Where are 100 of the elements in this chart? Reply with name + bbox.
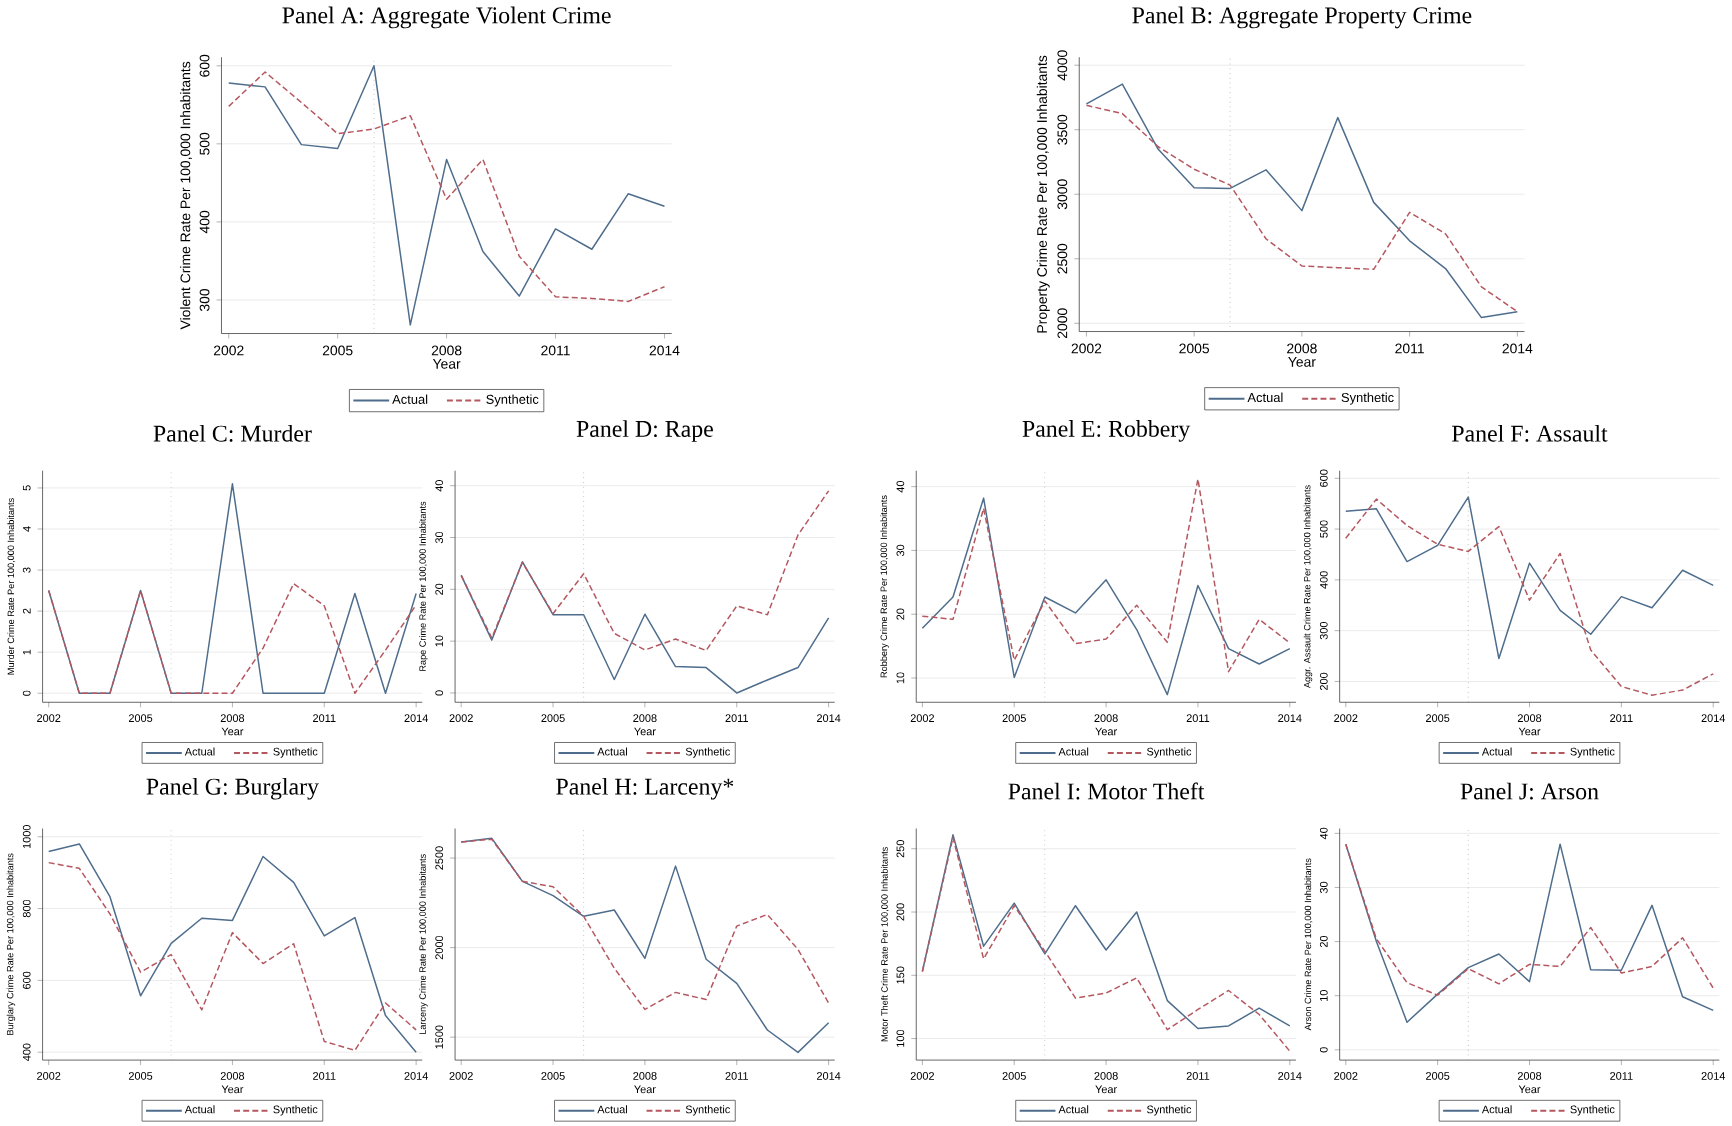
y-tick-label: 600 [22, 971, 31, 990]
y-tick-label: 3 [22, 567, 31, 573]
y-tick-label: 150 [896, 966, 905, 984]
legend-label: Synthetic [685, 747, 730, 758]
legend-label: Actual [392, 394, 428, 405]
x-axis-title: Year [221, 1085, 244, 1094]
x-tick-label: 2002 [213, 345, 244, 356]
y-axis-title: Motor Theft Crime Rate Per 100,000 Inhabitants [881, 847, 889, 1042]
y-tick-label: 40 [896, 481, 905, 493]
x-tick-label: 2014 [649, 345, 680, 356]
legend-label: Synthetic [273, 747, 318, 758]
x-axis-title: Year [1095, 727, 1117, 736]
y-tick-label: 30 [1319, 882, 1328, 894]
y-tick-label: 30 [435, 532, 444, 544]
y-tick-label: 10 [1319, 990, 1328, 1002]
y-tick-label: 0 [22, 690, 31, 696]
y-axis-title: Murder Crime Rate Per 100,000 Inhabitants [7, 498, 16, 675]
y-tick-label: 250 [896, 840, 905, 858]
x-tick-label: 2008 [1517, 714, 1542, 723]
chart-title: Panel J: Arson [1460, 782, 1599, 800]
y-axis-title: Violent Crime Rate Per 100,000 Inhabitants [180, 61, 192, 330]
x-tick-label: 2014 [1701, 714, 1726, 723]
y-tick-label: 20 [1319, 936, 1328, 948]
x-axis-title: Year [1288, 357, 1316, 367]
x-tick-label: 2002 [910, 714, 934, 723]
x-tick-label: 2014 [1502, 343, 1533, 354]
x-tick-label: 2011 [1186, 1072, 1210, 1080]
x-axis-title: Year [1518, 1085, 1541, 1094]
x-tick-label: 2005 [1002, 1072, 1026, 1080]
legend-label: Actual [1247, 392, 1283, 403]
y-tick-label: 1 [23, 649, 31, 655]
x-tick-label: 2005 [1426, 1072, 1450, 1080]
legend-label: Synthetic [1147, 1105, 1192, 1116]
x-tick-label: 2005 [128, 714, 153, 723]
x-tick-label: 2002 [449, 1072, 473, 1080]
y-tick-label: 500 [199, 132, 210, 156]
x-tick-label: 2011 [1186, 714, 1210, 723]
legend-label: Synthetic [1570, 747, 1615, 758]
x-tick-label: 2014 [1278, 1072, 1302, 1080]
y-tick-label: 4 [23, 526, 31, 532]
legend-label: Actual [1058, 1105, 1089, 1114]
x-tick-label: 2014 [817, 1072, 841, 1080]
x-axis-title: Year [634, 727, 656, 736]
chart-title: Panel D: Rape [576, 420, 713, 442]
x-tick-label: 2011 [313, 1072, 336, 1080]
x-tick-label: 2008 [431, 345, 462, 356]
legend-label: Synthetic [1570, 1105, 1615, 1116]
legend-label: Actual [184, 1105, 215, 1114]
x-tick-label: 2008 [1094, 714, 1118, 723]
y-tick-label: 0 [435, 690, 444, 696]
y-tick-label: 400 [199, 210, 210, 234]
y-axis-title: Rape Crime Rate Per 100,000 Inhabitants [419, 501, 428, 672]
x-tick-label: 2008 [633, 1072, 657, 1080]
chart-title: Panel A: Aggregate Violent Crime [282, 6, 611, 29]
y-tick-label: 1000 [22, 825, 31, 849]
legend-label: Actual [184, 747, 215, 756]
x-tick-label: 2005 [1002, 714, 1026, 723]
y-tick-label: 5 [22, 485, 31, 491]
x-tick-label: 2002 [37, 1072, 61, 1080]
y-tick-label: 3500 [1057, 114, 1068, 145]
x-tick-label: 2011 [725, 1072, 748, 1080]
x-axis-title: Year [221, 727, 244, 736]
y-tick-label: 300 [1319, 622, 1328, 640]
chart-title: Panel G: Burglary [146, 778, 319, 800]
y-tick-label: 200 [1319, 672, 1328, 691]
y-tick-label: 400 [1319, 571, 1328, 589]
y-axis-title: Robbery Crime Rate Per 100,000 Inhabitants [880, 495, 889, 678]
y-tick-label: 300 [199, 289, 210, 312]
legend-label: Synthetic [486, 394, 539, 407]
x-tick-label: 2008 [1287, 343, 1317, 354]
legend-label: Synthetic [1147, 747, 1192, 758]
y-axis-title: Arson Crime Rate Per 100,000 Inhabitants [1304, 858, 1313, 1031]
chart-title: Panel F: Assault [1452, 425, 1608, 442]
y-axis-title: Property Crime Rate Per 100,000 Inhabitants [1036, 55, 1050, 333]
x-tick-label: 2011 [313, 714, 336, 723]
x-tick-label: 2005 [322, 345, 353, 356]
y-tick-label: 800 [22, 900, 31, 918]
legend-label: Synthetic [685, 1105, 730, 1116]
y-axis-title: Burglary Crime Rate Per 100,000 Inhabitants [6, 853, 16, 1035]
chart-title: Panel E: Robbery [1022, 420, 1191, 442]
x-tick-label: 2002 [449, 714, 473, 723]
x-axis-title: Year [1518, 727, 1541, 736]
legend-label: Synthetic [1341, 392, 1394, 405]
y-tick-label: 100 [896, 1030, 905, 1048]
x-tick-label: 2002 [1334, 714, 1358, 723]
x-tick-label: 2014 [404, 714, 428, 723]
y-tick-label: 2500 [1057, 243, 1068, 274]
legend-label: Synthetic [273, 1105, 318, 1116]
y-tick-label: 0 [1319, 1047, 1328, 1053]
x-tick-label: 2002 [910, 1072, 934, 1080]
x-tick-label: 2005 [541, 714, 565, 723]
x-tick-label: 2008 [220, 714, 245, 723]
legend-label: Actual [1481, 1105, 1512, 1114]
x-tick-label: 2014 [1701, 1072, 1726, 1080]
x-tick-label: 2005 [1426, 714, 1450, 723]
y-tick-label: 600 [1319, 469, 1328, 488]
legend-label: Actual [597, 1105, 627, 1114]
x-tick-label: 2011 [541, 345, 570, 356]
y-tick-label: 40 [1319, 827, 1328, 840]
y-tick-label: 2500 [435, 846, 444, 870]
